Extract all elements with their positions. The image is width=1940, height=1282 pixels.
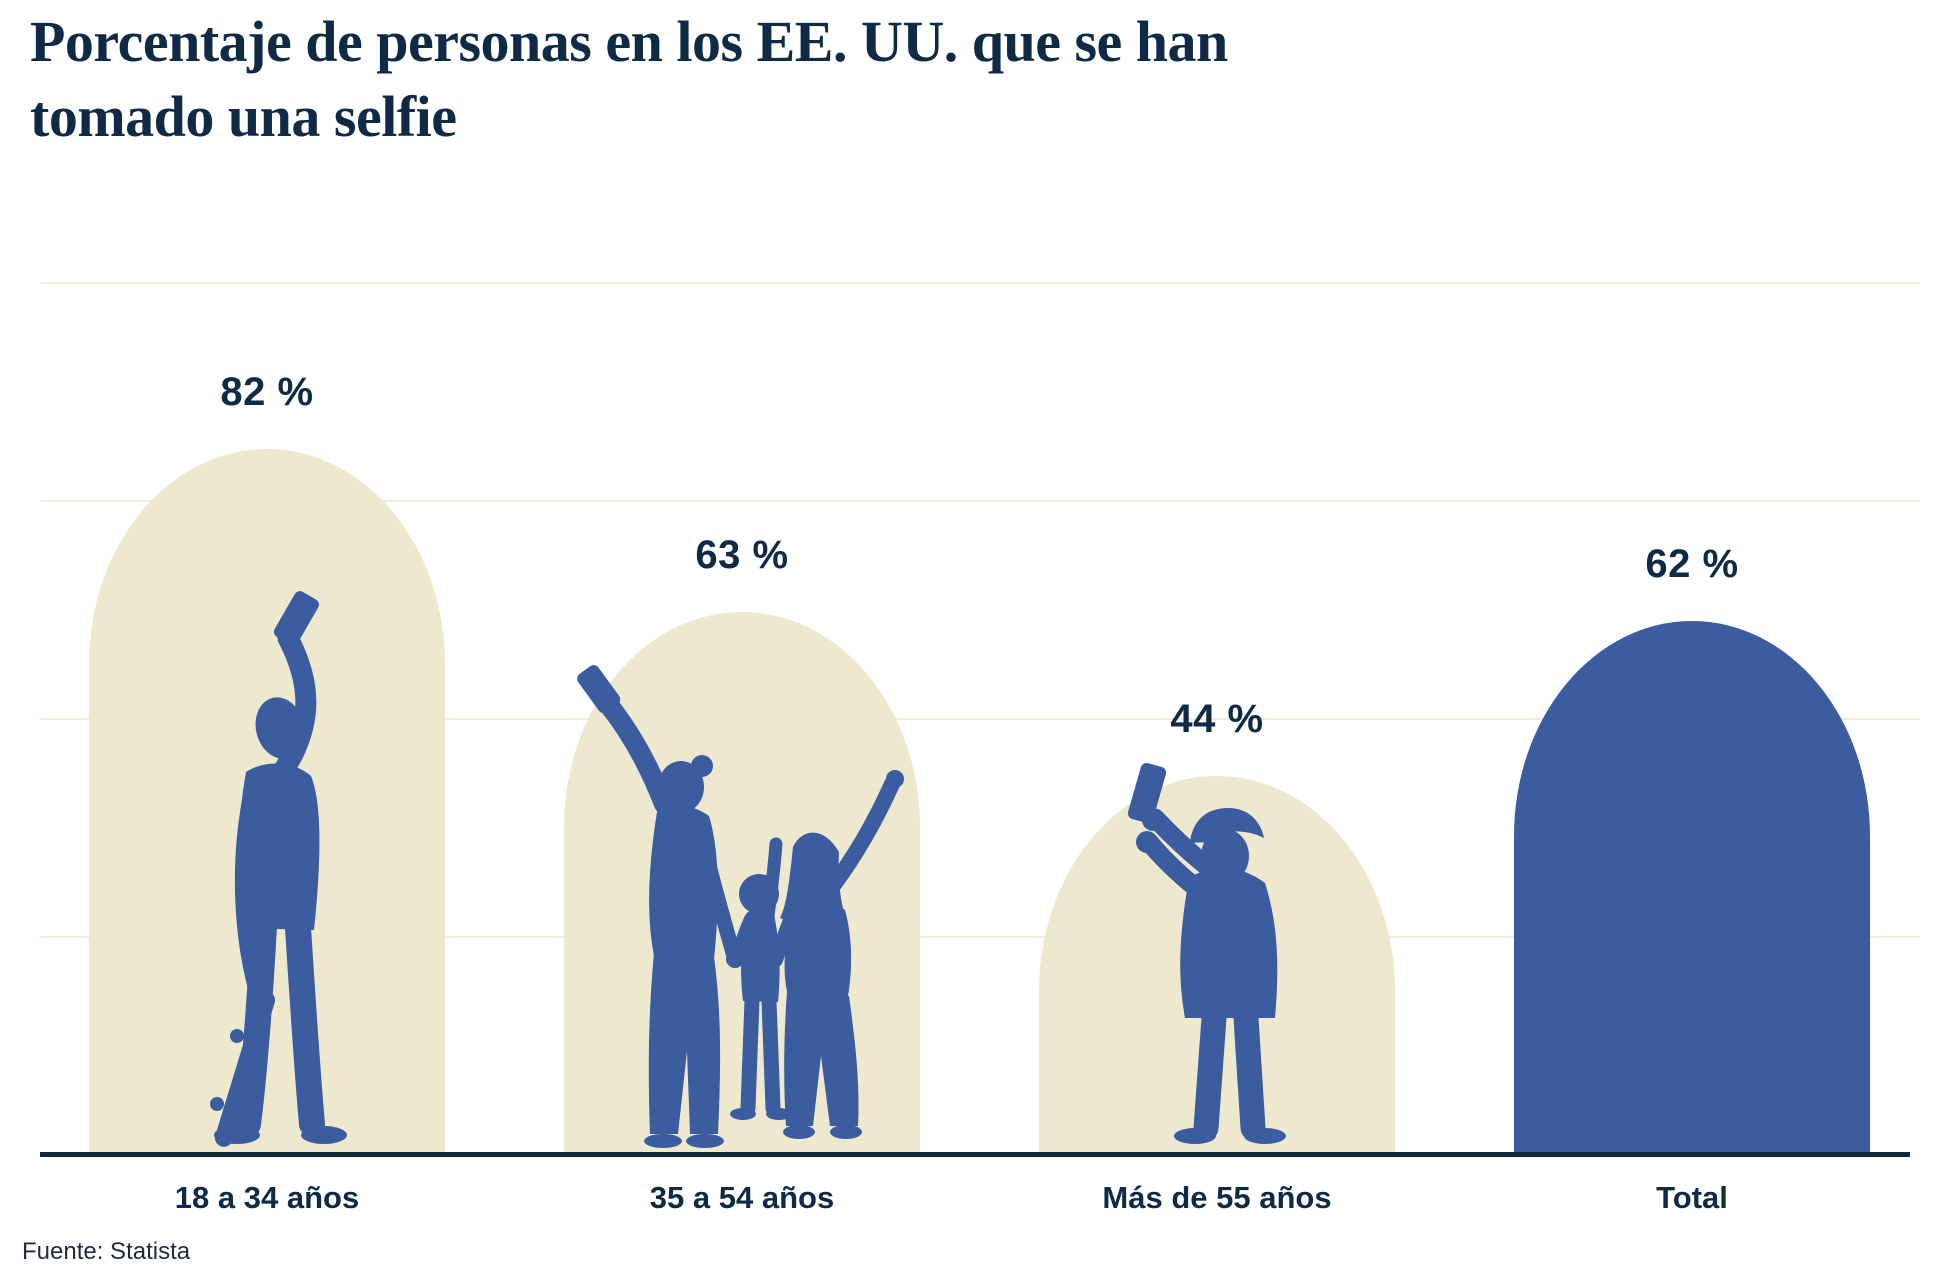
bar-total bbox=[1514, 621, 1870, 1154]
bar-group-18-34: 82 % 18 a 34 años bbox=[89, 0, 445, 1215]
gridline-75 bbox=[40, 500, 1920, 502]
category-label-18-34: 18 a 34 años bbox=[174, 1180, 360, 1215]
silhouette-young-man-selfie-skateboard bbox=[210, 591, 347, 1147]
silhouette-older-man-selfie bbox=[1127, 762, 1286, 1144]
value-label: 44 % bbox=[1170, 697, 1264, 741]
category-label-total-55: Más de 55 años bbox=[1102, 1180, 1332, 1215]
value-label: 82 % bbox=[220, 370, 314, 414]
bar-group-35-54: 63 % bbox=[564, 0, 920, 1215]
value-label: 62 % bbox=[1645, 542, 1739, 586]
bar-group-total: 62 % Total bbox=[1514, 0, 1870, 1215]
head bbox=[255, 697, 305, 759]
silhouette-family-selfie bbox=[577, 665, 904, 1148]
category-label-35-54: 35 a 54 años bbox=[649, 1180, 835, 1215]
value-label: 63 % bbox=[695, 533, 789, 577]
mother-head bbox=[658, 761, 704, 813]
bar-35-54 bbox=[564, 612, 920, 1154]
bar-group-55-plus: 44 % Más de 55 años bbox=[1039, 0, 1395, 1215]
chart-title: Porcentaje de personas en los EE. UU. qu… bbox=[30, 9, 1228, 150]
x-axis-line bbox=[40, 1152, 1910, 1157]
skateboard-icon bbox=[210, 991, 276, 1147]
category-label-total: Total bbox=[1656, 1180, 1728, 1215]
source-attribution: Fuente: Statista bbox=[22, 1238, 191, 1265]
gridline-25 bbox=[40, 936, 1920, 938]
gridline-100 bbox=[40, 282, 1920, 284]
phone-icon bbox=[1127, 762, 1167, 824]
gridline-50 bbox=[40, 718, 1920, 720]
